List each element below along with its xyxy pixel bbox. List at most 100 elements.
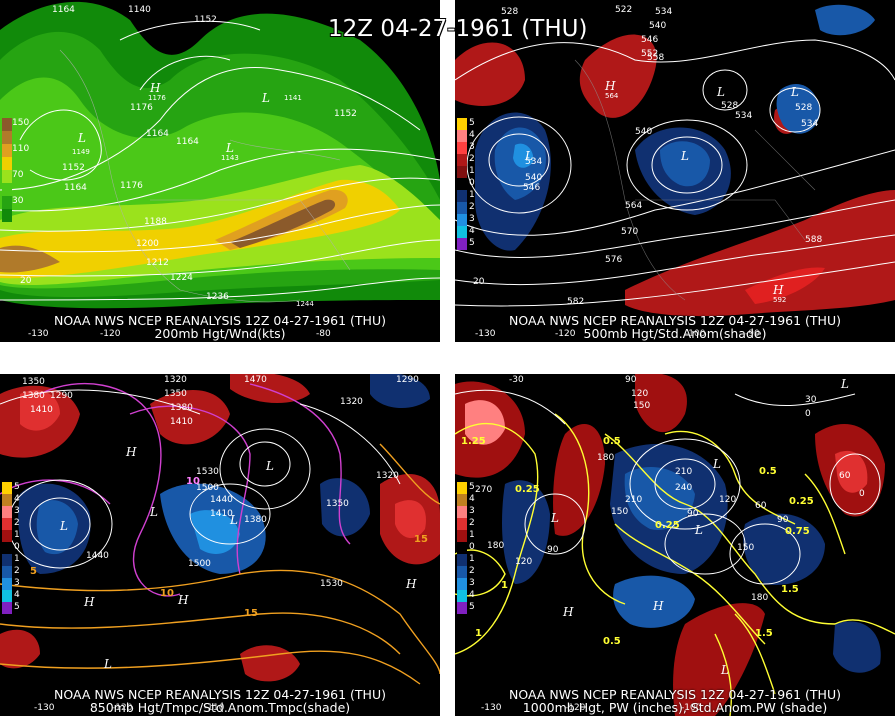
legend-swatch — [457, 554, 467, 566]
legend-labels: 5 4 3 2 1 0 1 2 3 4 5 — [14, 482, 24, 614]
legend-swatch — [2, 494, 12, 506]
color-legend — [2, 482, 14, 614]
legend-swatch — [2, 131, 12, 144]
anomaly-negative — [743, 513, 825, 585]
legend-swatch — [457, 238, 467, 250]
contour-label: 120 — [515, 557, 532, 567]
anomaly-positive — [579, 34, 657, 118]
high-center: H — [405, 577, 417, 591]
longitude-label: -120 — [555, 329, 576, 339]
low-center: L — [103, 657, 112, 671]
contour-label: 0.25 — [655, 520, 680, 531]
panel-source-caption: NOAA NWS NCEP REANALYSIS 12Z 04-27-1961 … — [53, 687, 386, 702]
legend-label: 2 — [469, 202, 475, 212]
contour-label: 150 — [633, 401, 650, 411]
legend-swatch — [457, 154, 467, 166]
contour-label: 540 — [649, 21, 666, 31]
contour-label: 180 — [597, 453, 614, 463]
legend-label: 1 — [469, 166, 475, 176]
low-center: L — [694, 523, 703, 537]
contour-label: 1164 — [52, 5, 75, 15]
legend-swatch — [2, 554, 12, 566]
legend-swatch — [457, 142, 467, 154]
legend-swatch — [2, 209, 12, 222]
contour-label: 120 — [719, 495, 736, 505]
contour-label: 150 — [737, 543, 754, 553]
contour-label: 15 — [244, 608, 258, 619]
height-contours — [455, 389, 881, 585]
longitude-labels: -130 -120 -110 — [34, 703, 225, 713]
legend-swatch — [457, 166, 467, 178]
contour-label: 1380 — [22, 391, 45, 401]
longitude-label: -120 — [565, 703, 586, 713]
contour-label: 10 — [186, 476, 200, 487]
legend-label: 150 — [12, 118, 30, 128]
legend-label: 2 — [469, 518, 475, 528]
anomaly-negative — [613, 575, 695, 628]
pressure-centers: L L L L H H 592 — [524, 79, 799, 304]
legend-swatch — [457, 590, 467, 602]
contour-label: 1.5 — [755, 628, 773, 639]
contour-label: 1320 — [340, 397, 363, 407]
legend-swatch — [457, 214, 467, 226]
contour-label: 534 — [735, 111, 752, 121]
contour-label: 1500 — [196, 483, 219, 493]
wind-shade-130-west — [0, 245, 60, 273]
contour-label: 120 — [631, 389, 648, 399]
contour-label: 1350 — [22, 377, 45, 387]
high-center: H — [772, 283, 784, 297]
contour-label: 1140 — [128, 5, 151, 15]
legend-label: 5 — [469, 482, 475, 492]
contour-label: 0.5 — [603, 636, 621, 647]
pressure-centers: L L L L H H H H L — [59, 445, 417, 671]
legend-label: 5 — [469, 602, 475, 612]
legend-label: 1 — [469, 190, 475, 200]
legend-swatch — [457, 202, 467, 214]
contour-label: 1188 — [144, 217, 167, 227]
contour-label: 90 — [625, 375, 637, 385]
contour-label: 546 — [641, 35, 658, 45]
legend-label: 2 — [14, 518, 20, 528]
anomaly-positive — [455, 42, 525, 106]
anomaly-negative — [815, 4, 875, 36]
low-center: L — [680, 149, 689, 163]
legend-label: 30 — [12, 196, 24, 206]
high-center: H — [562, 605, 574, 619]
high-center-value: 592 — [773, 296, 786, 304]
longitude-label: -100 — [681, 703, 702, 713]
high-center: H — [604, 79, 616, 93]
longitude-label: -120 — [100, 329, 121, 339]
legend-swatch — [457, 530, 467, 542]
contour-label: 0.5 — [759, 466, 777, 477]
contour-label: 60 — [839, 471, 851, 481]
color-legend — [2, 118, 14, 222]
contour-label: 5 — [30, 566, 37, 577]
low-center: L — [524, 149, 533, 163]
legend-swatch — [457, 542, 467, 554]
low-center: L — [716, 85, 725, 99]
color-legend — [457, 118, 469, 250]
contour-label: 150 — [611, 507, 628, 517]
panel-source-caption: NOAA NWS NCEP REANALYSIS 12Z 04-27-1961 … — [508, 313, 841, 328]
contour-label: 1200 — [136, 239, 159, 249]
low-center: L — [225, 141, 234, 155]
longitude-labels: -130 -120 -100 -90 — [475, 329, 760, 339]
contour-label: 1350 — [164, 389, 187, 399]
contour-label: 1380 — [244, 515, 267, 525]
contour-label: 210 — [675, 467, 692, 477]
main-title: 12Z 04-27-1961 (THU) — [328, 16, 588, 42]
legend-label: 3 — [469, 142, 475, 152]
contour-label: 0.5 — [603, 436, 621, 447]
legend-swatch — [2, 566, 12, 578]
contour-label: 90 — [547, 545, 559, 555]
anomaly-positive-core — [20, 390, 60, 431]
legend-swatch — [2, 506, 12, 518]
contour-label: 1152 — [194, 15, 217, 25]
legend-label: 2 — [14, 566, 20, 576]
pressure-centers: L H L L 1176 — [77, 81, 270, 155]
contour-label: 90 — [687, 509, 699, 519]
contour-label: 0.25 — [515, 484, 540, 495]
contour-label: 1176 — [130, 103, 153, 113]
legend-swatch — [2, 157, 12, 170]
contour-label: 1143 — [221, 154, 239, 162]
